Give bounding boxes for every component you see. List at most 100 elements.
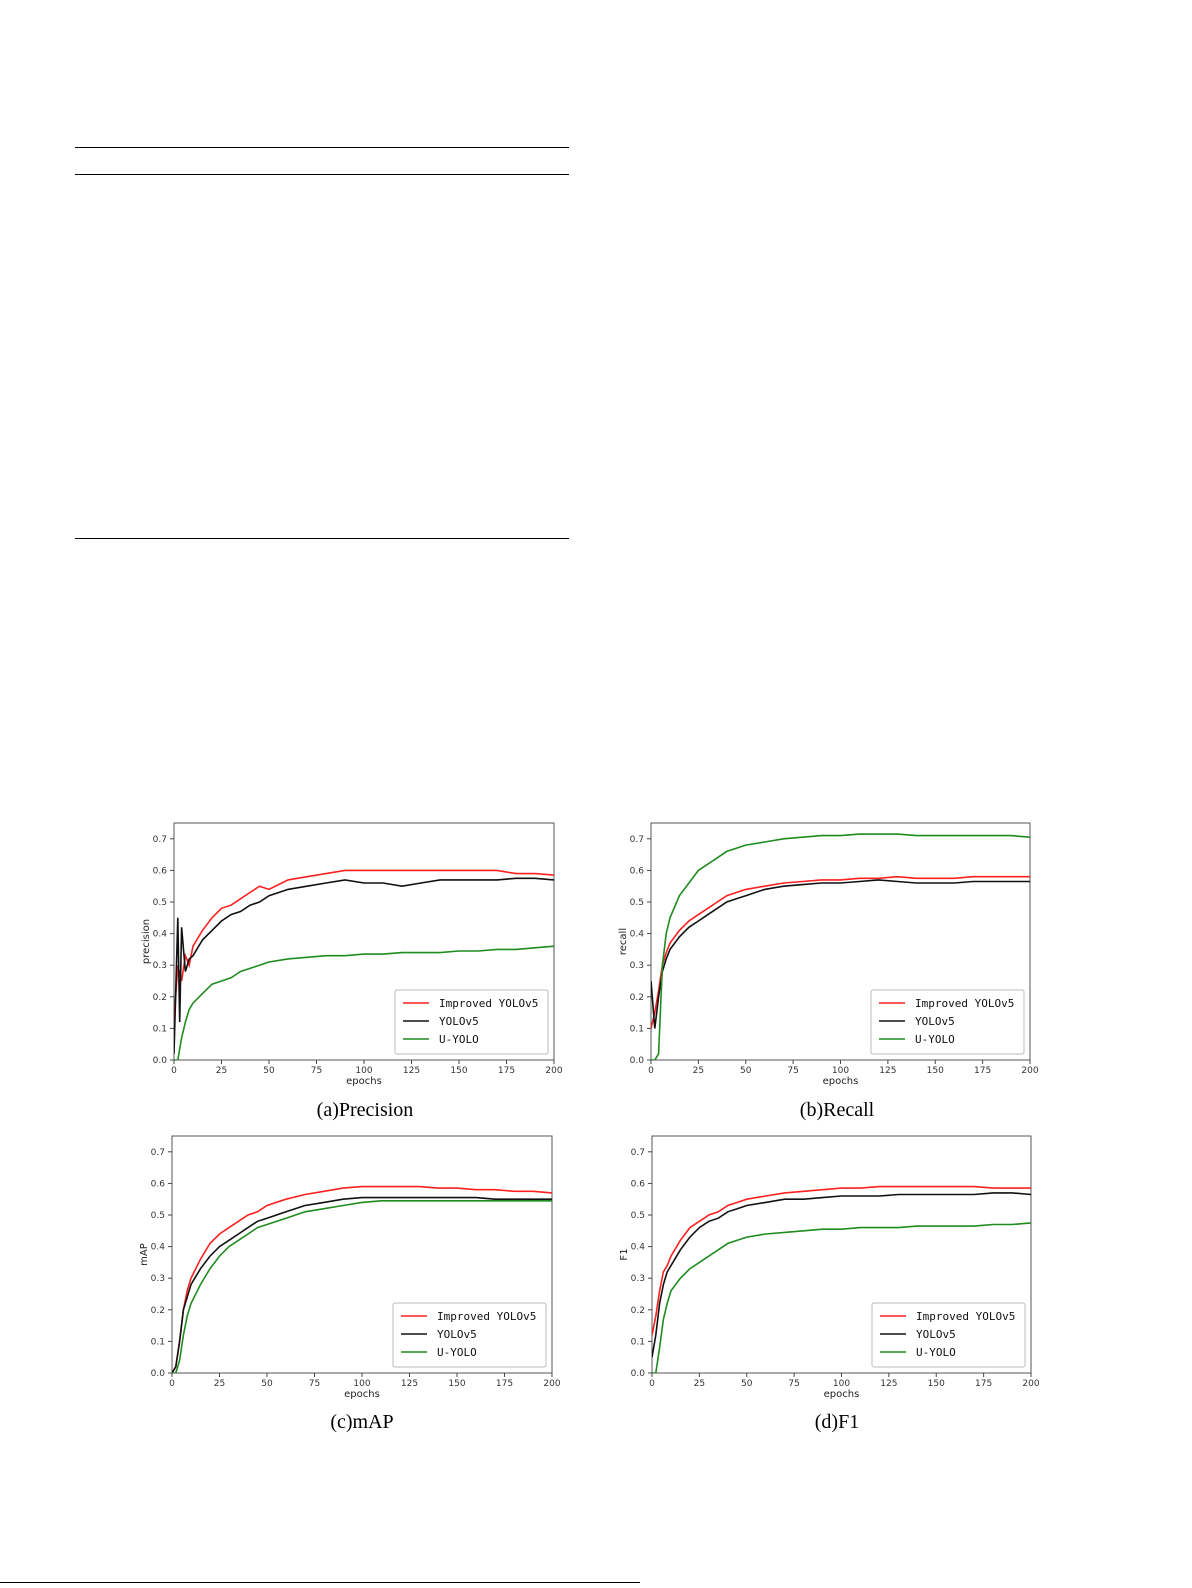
y-tick-label: 0.1 bbox=[151, 1337, 165, 1347]
x-tick-label: 175 bbox=[975, 1379, 992, 1389]
legend: Improved YOLOv5 YOLOv5 U-YOLO bbox=[870, 989, 1025, 1055]
x-tick-label: 75 bbox=[787, 1066, 798, 1076]
x-tick-label: 0 bbox=[169, 1379, 175, 1389]
y-tick-label: 0.0 bbox=[631, 1369, 646, 1379]
y-axis-label: F1 bbox=[619, 1248, 630, 1260]
x-tick-label: 75 bbox=[311, 1066, 322, 1076]
series-line-improved-yolov5 bbox=[174, 869, 554, 1023]
series-line-yolov5 bbox=[651, 879, 1030, 1029]
x-tick-label: 50 bbox=[261, 1379, 273, 1389]
legend-box bbox=[394, 989, 549, 1055]
legend-label: YOLOv5 bbox=[915, 1015, 955, 1028]
y-tick-label: 0.7 bbox=[630, 835, 644, 845]
y-tick-label: 0.5 bbox=[153, 898, 167, 908]
y-tick-label: 0.2 bbox=[153, 993, 167, 1003]
y-tick-label: 0.2 bbox=[630, 993, 644, 1003]
legend: Improved YOLOv5 YOLOv5 U-YOLO bbox=[394, 989, 549, 1055]
chart-panel-1: 0.0 0.1 0.2 0.3 0.4 0.5 0.6 0.7 0 25 50 75 100 125 150… bbox=[618, 822, 1039, 1087]
x-tick-label: 200 bbox=[1022, 1379, 1039, 1389]
caption-f1: (d)F1 bbox=[814, 1411, 860, 1433]
chart-panel-2: 0.0 0.1 0.2 0.3 0.4 0.5 0.6 0.7 0 25 50 75 100 125 150… bbox=[139, 1135, 561, 1400]
x-axis-label: epochs bbox=[823, 1076, 859, 1087]
y-tick-label: 0.3 bbox=[153, 961, 167, 971]
x-tick-label: 150 bbox=[928, 1379, 945, 1389]
x-tick-label: 125 bbox=[403, 1066, 420, 1076]
y-tick-label: 0.7 bbox=[151, 1148, 165, 1158]
y-tick-label: 0.0 bbox=[630, 1056, 645, 1066]
x-tick-label: 200 bbox=[545, 1066, 562, 1076]
y-tick-label: 0.1 bbox=[630, 1024, 644, 1034]
y-tick-label: 0.3 bbox=[631, 1274, 645, 1284]
x-tick-label: 125 bbox=[879, 1066, 896, 1076]
x-tick-label: 100 bbox=[832, 1066, 849, 1076]
y-tick-label: 0.7 bbox=[631, 1148, 645, 1158]
legend-label: Improved YOLOv5 bbox=[915, 997, 1014, 1010]
y-tick-label: 0.4 bbox=[153, 930, 168, 940]
y-tick-label: 0.6 bbox=[151, 1179, 166, 1189]
x-tick-label: 175 bbox=[496, 1379, 513, 1389]
y-tick-label: 0.4 bbox=[151, 1243, 166, 1253]
legend-label: Improved YOLOv5 bbox=[437, 1310, 536, 1323]
chart-panel-0: 0.0 0.1 0.2 0.3 0.4 0.5 0.6 0.7 0 25 50 75 100 125 150… bbox=[141, 822, 563, 1087]
series-line-u-yolo bbox=[651, 833, 1030, 1060]
legend-box bbox=[392, 1302, 547, 1368]
x-tick-label: 50 bbox=[740, 1066, 752, 1076]
page-bottom-rule bbox=[0, 1582, 640, 1583]
y-tick-label: 0.6 bbox=[631, 1179, 646, 1189]
series-line-improved-yolov5 bbox=[172, 1185, 552, 1373]
legend-label: U-YOLO bbox=[437, 1346, 477, 1359]
y-tick-label: 0.3 bbox=[151, 1274, 165, 1284]
y-tick-label: 0.0 bbox=[151, 1369, 166, 1379]
series-line-u-yolo bbox=[172, 1200, 552, 1373]
y-axis-label: recall bbox=[618, 928, 629, 955]
x-axis-label: epochs bbox=[344, 1389, 380, 1400]
x-axis-label: epochs bbox=[824, 1389, 860, 1400]
x-tick-label: 50 bbox=[263, 1066, 275, 1076]
y-tick-label: 0.4 bbox=[630, 930, 645, 940]
series-line-improved-yolov5 bbox=[652, 1185, 1031, 1336]
legend-label: Improved YOLOv5 bbox=[439, 997, 538, 1010]
legend-label: Improved YOLOv5 bbox=[916, 1310, 1015, 1323]
legend-box bbox=[871, 1302, 1026, 1368]
x-tick-label: 25 bbox=[216, 1066, 227, 1076]
y-tick-label: 0.1 bbox=[631, 1337, 645, 1347]
legend-label: U-YOLO bbox=[439, 1033, 479, 1046]
legend-label: YOLOv5 bbox=[439, 1015, 479, 1028]
y-tick-label: 0.6 bbox=[630, 866, 645, 876]
table-top-rule bbox=[75, 147, 569, 148]
y-tick-label: 0.2 bbox=[151, 1306, 165, 1316]
series-line-yolov5 bbox=[172, 1196, 552, 1373]
x-tick-label: 25 bbox=[694, 1379, 705, 1389]
x-tick-label: 0 bbox=[648, 1066, 654, 1076]
y-tick-label: 0.4 bbox=[631, 1243, 646, 1253]
x-axis-label: epochs bbox=[346, 1076, 382, 1087]
table-header-rule bbox=[75, 174, 569, 175]
x-tick-label: 150 bbox=[927, 1066, 944, 1076]
chart-panel-3: 0.0 0.1 0.2 0.3 0.4 0.5 0.6 0.7 0 25 50 75 100 125 150… bbox=[619, 1135, 1040, 1400]
x-tick-label: 200 bbox=[1021, 1066, 1038, 1076]
x-tick-label: 150 bbox=[450, 1066, 467, 1076]
y-axis-label: precision bbox=[141, 919, 152, 964]
y-tick-label: 0.5 bbox=[151, 1211, 165, 1221]
x-tick-label: 25 bbox=[693, 1066, 704, 1076]
legend-label: U-YOLO bbox=[915, 1033, 955, 1046]
y-tick-label: 0.7 bbox=[153, 835, 167, 845]
x-tick-label: 125 bbox=[880, 1379, 897, 1389]
y-tick-label: 0.5 bbox=[631, 1211, 645, 1221]
y-axis-label: mAP bbox=[139, 1243, 150, 1266]
x-tick-label: 50 bbox=[741, 1379, 753, 1389]
x-tick-label: 150 bbox=[448, 1379, 465, 1389]
legend-label: U-YOLO bbox=[916, 1346, 956, 1359]
x-tick-label: 75 bbox=[309, 1379, 320, 1389]
x-tick-label: 100 bbox=[833, 1379, 850, 1389]
y-tick-label: 0.0 bbox=[153, 1056, 168, 1066]
y-tick-label: 0.5 bbox=[630, 898, 644, 908]
x-tick-label: 175 bbox=[498, 1066, 515, 1076]
x-tick-label: 125 bbox=[401, 1379, 418, 1389]
y-tick-label: 0.3 bbox=[630, 961, 644, 971]
caption-recall: (b)Recall bbox=[799, 1099, 875, 1121]
series-line-yolov5 bbox=[174, 877, 554, 1054]
x-tick-label: 0 bbox=[171, 1066, 177, 1076]
x-tick-label: 0 bbox=[649, 1379, 655, 1389]
